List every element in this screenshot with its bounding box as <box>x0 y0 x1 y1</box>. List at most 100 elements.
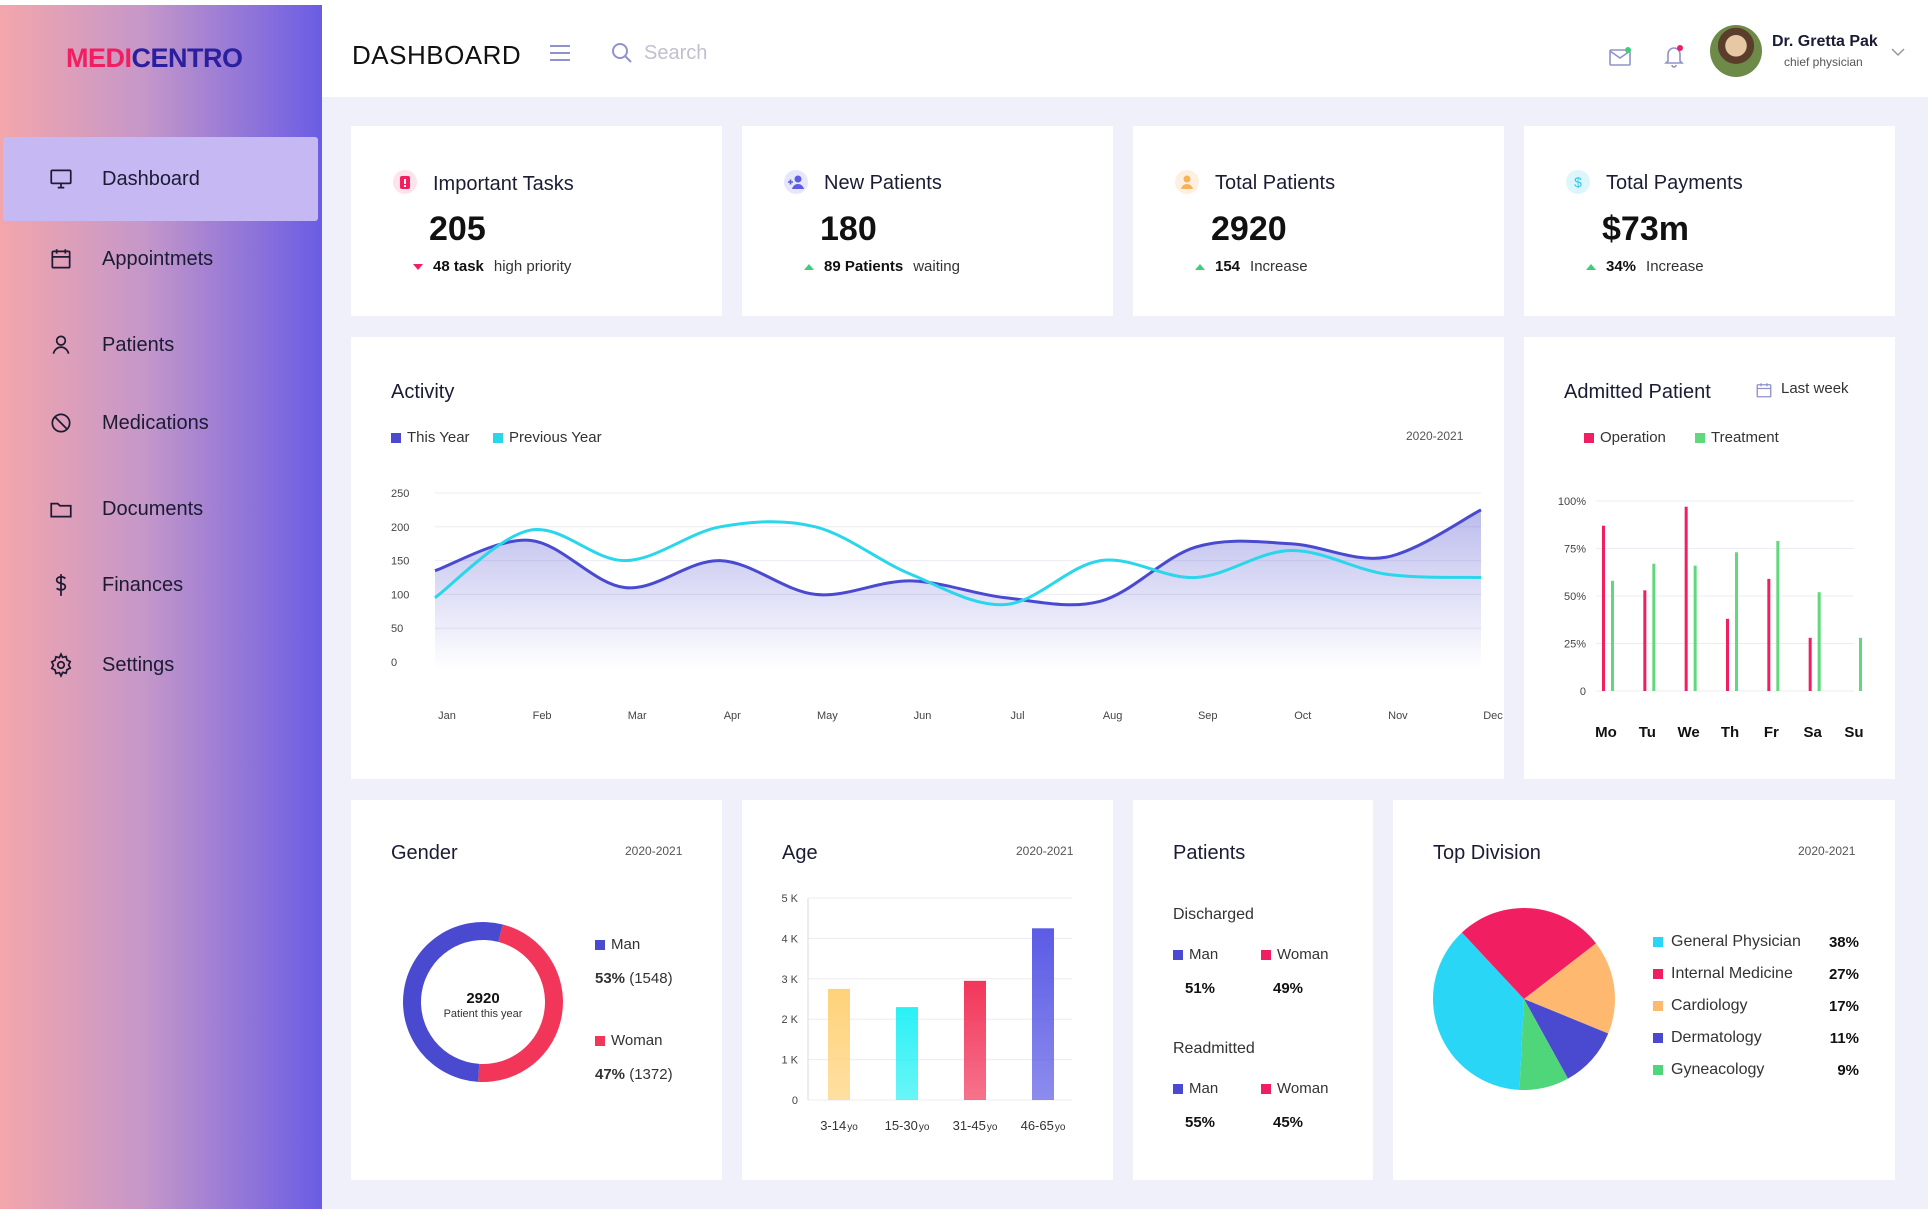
gender-man-count: (1548) <box>629 970 673 987</box>
stat-label: Total Patients <box>1215 172 1336 194</box>
sidebar-item-documents[interactable]: Documents <box>3 467 318 551</box>
y-tick-label: 50% <box>1564 591 1586 603</box>
chevron-down-icon[interactable] <box>1890 47 1906 57</box>
sidebar-item-label: Dashboard <box>102 167 200 190</box>
stat-sub-bold: 34% <box>1606 258 1637 275</box>
sidebar-item-settings[interactable]: Settings <box>3 623 318 707</box>
search-input[interactable] <box>644 37 864 69</box>
brand-logo[interactable]: MEDICENTRO <box>66 43 243 74</box>
age-bar <box>964 980 986 1100</box>
legend-swatch <box>1653 1033 1663 1043</box>
gender-woman-pct: 47% <box>595 1066 626 1083</box>
range-selector[interactable]: Last week <box>1781 380 1849 397</box>
stat-card-important-tasks[interactable]: Important Tasks 205 48 task high priority <box>351 126 722 316</box>
stat-sub-bold: 154 <box>1215 258 1241 275</box>
bell-icon[interactable] <box>1662 43 1686 69</box>
discharged-woman-pct: 49% <box>1273 980 1304 997</box>
legend-pct: 17% <box>1828 997 1859 1015</box>
stat-value: $73m <box>1602 210 1689 248</box>
dollar-icon <box>55 574 67 596</box>
gender-year: 2020-2021 <box>625 844 683 858</box>
y-tick-label: 3 K <box>781 974 798 986</box>
legend-label: Woman <box>1277 1080 1329 1097</box>
legend-swatch <box>1173 1083 1183 1094</box>
readmitted-woman: Woman <box>1261 1080 1328 1097</box>
stat-label: Total Payments <box>1606 172 1743 194</box>
division-pie-chart <box>1433 908 1615 1090</box>
bar-treatment <box>1776 540 1780 691</box>
bar-treatment <box>1693 565 1697 691</box>
legend-label: Man <box>611 936 641 953</box>
stat-card-total-patients[interactable]: Total Patients 2920 154 Increase <box>1133 126 1504 316</box>
gender-man-pct: 53% <box>595 970 626 987</box>
stat-value: 205 <box>429 210 486 248</box>
legend-pct: 9% <box>1837 1061 1859 1079</box>
series-line-this-year <box>434 508 1482 607</box>
age-card: Age 2020-2021 0 1 K 2 K 3 K 4 K 5 K 3-14yo 15-3… <box>742 800 1113 1180</box>
series-line-previous-year <box>434 520 1482 607</box>
sidebar-item-finances[interactable]: Finances <box>3 543 318 627</box>
hamburger-menu-icon[interactable] <box>548 43 572 63</box>
y-tick-label: 4 K <box>781 933 798 945</box>
sidebar-item-label: Appointmets <box>102 247 214 270</box>
activity-year: 2020-2021 <box>1406 429 1464 443</box>
bar-operation <box>1767 578 1771 691</box>
mail-icon[interactable] <box>1608 45 1632 69</box>
legend-swatch <box>1653 969 1663 979</box>
top-bar: DASHBOARD Dr. Gretta Pak chief physician <box>322 5 1928 97</box>
legend-swatch <box>493 432 503 443</box>
readmitted-label: Readmitted <box>1173 1040 1255 1057</box>
legend-pct: 11% <box>1829 1029 1859 1047</box>
stat-sub: 34% Increase <box>1586 258 1704 275</box>
user-icon <box>52 335 70 354</box>
sidebar-item-appointments[interactable]: Appointmets <box>3 217 318 301</box>
sidebar-item-label: Patients <box>102 333 175 356</box>
gender-man-stat: 53% (1548) <box>595 970 673 987</box>
age-bar <box>896 1007 918 1100</box>
stat-sub: 48 task high priority <box>413 258 571 275</box>
stat-card-new-patients[interactable]: New Patients 180 89 Patients waiting <box>742 126 1113 316</box>
calendar-icon[interactable] <box>1755 381 1773 399</box>
stat-card-total-payments[interactable]: $ Total Payments $73m 34% Increase <box>1524 126 1895 316</box>
legend-pct: 27% <box>1828 965 1859 983</box>
x-tick-label: Nov <box>1388 710 1408 722</box>
x-tick-label: Aug <box>1103 710 1123 722</box>
x-tick-label: 31-45yo <box>953 1118 998 1133</box>
trend-up-icon <box>1586 263 1596 270</box>
x-tick-label: May <box>817 710 838 722</box>
alert-icon <box>393 170 417 194</box>
legend-previous-year: Previous Year <box>493 429 602 446</box>
legend-swatch <box>595 1035 605 1046</box>
sidebar-item-dashboard[interactable]: Dashboard <box>3 137 318 221</box>
gender-card: Gender 2020-2021 2920 Patient this year … <box>351 800 722 1180</box>
stat-sub-text: high priority <box>493 258 572 275</box>
legend-swatch <box>595 939 605 950</box>
y-tick-label: 1 K <box>781 1055 798 1067</box>
sidebar-item-patients[interactable]: Patients <box>3 303 318 387</box>
search-icon[interactable] <box>610 41 634 65</box>
x-tick-label: Th <box>1721 724 1739 741</box>
sidebar-item-label: Finances <box>102 573 184 596</box>
x-tick-label: We <box>1678 724 1700 741</box>
brand-part-medi: MEDI <box>66 43 132 73</box>
stat-sub-text: Increase <box>1250 258 1308 275</box>
sidebar-item-medications[interactable]: Medications <box>3 381 318 465</box>
legend-swatch <box>391 432 401 443</box>
x-tick-label: Jun <box>914 710 932 722</box>
admitted-title: Admitted Patient <box>1564 381 1711 403</box>
legend-swatch <box>1261 949 1271 960</box>
dollar-icon: $ <box>1566 170 1590 194</box>
x-tick-label: Tu <box>1639 724 1656 741</box>
y-tick-label: 5 K <box>781 893 798 905</box>
y-tick-label: 2 K <box>781 1014 798 1026</box>
legend-label: Man <box>1189 1080 1219 1097</box>
bar-treatment <box>1652 563 1656 691</box>
gender-woman-count: (1372) <box>629 1066 673 1083</box>
stat-sub-text: waiting <box>913 258 960 275</box>
y-tick-label: 100% <box>1558 496 1586 508</box>
legend-label: Woman <box>611 1032 663 1049</box>
calendar-icon <box>51 249 71 269</box>
x-tick-label: Feb <box>533 710 552 722</box>
avatar[interactable] <box>1710 25 1762 77</box>
legend-swatch <box>1695 432 1705 443</box>
